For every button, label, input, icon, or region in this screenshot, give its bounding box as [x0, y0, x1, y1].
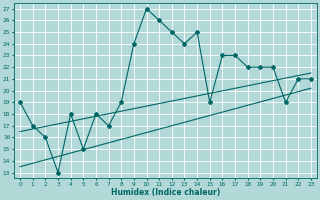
- X-axis label: Humidex (Indice chaleur): Humidex (Indice chaleur): [111, 188, 220, 197]
